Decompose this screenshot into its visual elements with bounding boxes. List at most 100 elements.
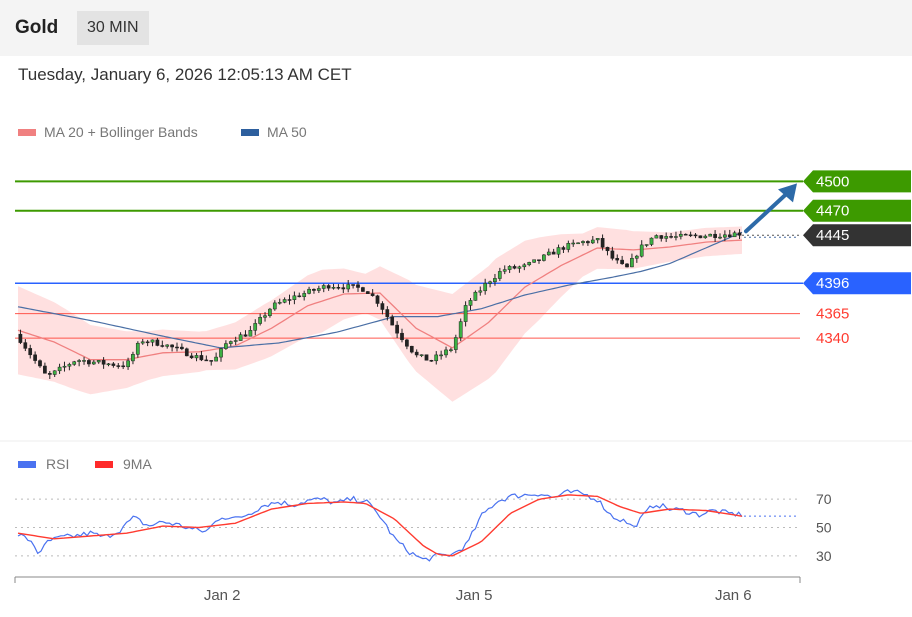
- candle: [610, 246, 615, 261]
- candle: [96, 360, 101, 364]
- candle: [458, 318, 463, 342]
- candle: [82, 356, 86, 365]
- candle-body: [23, 342, 28, 349]
- candle: [723, 230, 727, 242]
- candle-body: [331, 287, 336, 289]
- candle-body: [341, 287, 346, 290]
- candle: [126, 357, 130, 370]
- legend-rsi-swatch: [18, 461, 36, 468]
- candle-body: [194, 355, 199, 359]
- candle: [184, 347, 189, 357]
- candle: [150, 339, 155, 347]
- candle: [224, 340, 228, 350]
- candle: [674, 231, 678, 241]
- rsi-tick-50: 50: [816, 520, 832, 536]
- candle: [507, 265, 512, 274]
- candle-body: [551, 251, 556, 255]
- candle-body: [595, 238, 600, 241]
- candle-body: [52, 370, 57, 375]
- candle-body: [121, 365, 126, 368]
- candle-body: [610, 250, 615, 259]
- candle: [414, 349, 419, 358]
- candle-body: [400, 332, 404, 341]
- candle-body: [361, 287, 365, 292]
- candle: [331, 283, 336, 290]
- rsi-line: [17, 489, 743, 562]
- candle: [625, 263, 629, 268]
- candle: [698, 235, 703, 239]
- candle: [38, 359, 42, 368]
- timeframe-button[interactable]: 30 MIN: [77, 11, 149, 45]
- ma20-line: [17, 239, 743, 361]
- level-label-4470: 4470: [816, 203, 849, 220]
- candle: [312, 288, 316, 294]
- candle-body: [566, 243, 571, 250]
- candle: [488, 280, 492, 288]
- candle: [62, 361, 67, 372]
- candle-body: [581, 241, 585, 244]
- candle-body: [268, 308, 272, 316]
- candle: [321, 283, 326, 293]
- candle: [361, 286, 365, 292]
- candle: [165, 344, 170, 349]
- candle-body: [77, 360, 81, 362]
- rsi-tick-70: 70: [816, 491, 832, 507]
- level-label-4396: 4396: [816, 275, 849, 292]
- level-label-4500: 4500: [816, 173, 849, 190]
- candle-body: [737, 232, 742, 236]
- level-tag-4396: [803, 272, 911, 295]
- x-tick-label: Jan 6: [715, 587, 752, 604]
- candle: [199, 351, 204, 362]
- rsi-tick-30: 30: [816, 548, 832, 564]
- legend-rsi-label: RSI: [46, 456, 69, 472]
- candle-body: [219, 348, 223, 358]
- candle: [106, 363, 111, 367]
- trend-arrow-head: [778, 183, 797, 203]
- candle: [409, 345, 414, 354]
- candle-body: [243, 334, 248, 337]
- candle: [468, 298, 473, 311]
- candle-body: [434, 354, 439, 362]
- candle-body: [356, 284, 360, 288]
- candle-body: [708, 233, 713, 237]
- candle: [263, 312, 267, 322]
- candle-body: [453, 337, 458, 350]
- candle: [419, 354, 424, 358]
- candle-body: [228, 341, 233, 344]
- candle: [542, 254, 546, 262]
- candle: [453, 334, 458, 354]
- candle-body: [272, 302, 277, 310]
- candle-body: [502, 269, 507, 272]
- candle-body: [571, 242, 576, 245]
- timestamp: Tuesday, January 6, 2026 12:05:13 AM CET: [18, 65, 352, 84]
- candle-body: [483, 283, 488, 292]
- candle-body: [546, 251, 551, 256]
- candle-body: [170, 344, 174, 348]
- candle-body: [28, 348, 33, 356]
- candle-body: [522, 264, 527, 268]
- candle-body: [713, 233, 717, 238]
- candle: [449, 347, 453, 353]
- level-tag-4470: [803, 199, 911, 222]
- candle: [72, 360, 77, 366]
- candle-body: [507, 266, 512, 270]
- candle-body: [18, 333, 23, 343]
- candle: [527, 261, 532, 267]
- candle: [375, 294, 380, 307]
- candle: [639, 240, 644, 258]
- level-label-4340: 4340: [816, 330, 849, 347]
- candle-body: [189, 355, 194, 359]
- candle-body: [165, 344, 170, 347]
- candle: [537, 259, 541, 264]
- candle: [214, 352, 218, 362]
- candle-body: [605, 246, 610, 252]
- candle: [87, 359, 91, 367]
- candle-body: [424, 354, 429, 361]
- candle-body: [634, 255, 639, 259]
- candle-body: [57, 366, 62, 372]
- candle: [669, 232, 673, 239]
- candle-body: [302, 293, 307, 297]
- candle-body: [678, 233, 683, 237]
- candle-body: [497, 271, 502, 279]
- candle-body: [385, 309, 390, 317]
